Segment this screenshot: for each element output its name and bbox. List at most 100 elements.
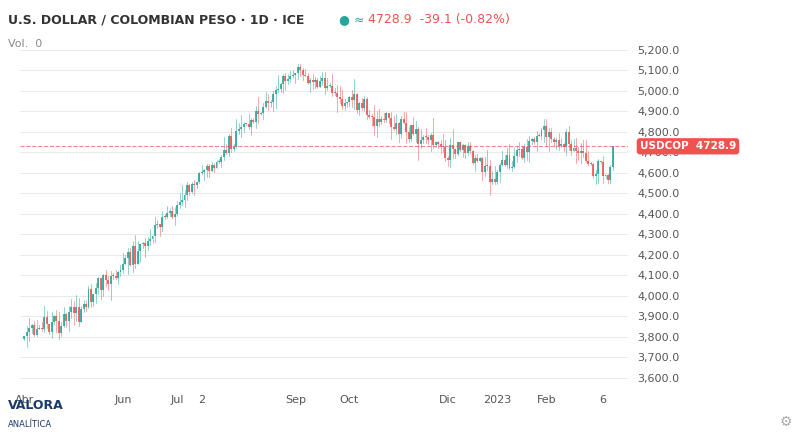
Bar (501, 159, 503, 166)
Bar (255, 111, 257, 122)
Bar (294, 74, 297, 75)
Bar (238, 130, 240, 131)
Bar (73, 307, 74, 313)
Bar (513, 155, 516, 167)
Bar (482, 158, 483, 172)
Bar (567, 132, 570, 145)
Bar (545, 126, 547, 138)
Bar (204, 170, 205, 172)
Text: 4728.9  -39.1 (-0.82%): 4728.9 -39.1 (-0.82%) (368, 13, 510, 26)
Bar (457, 142, 459, 154)
Bar (580, 151, 582, 153)
Bar (139, 244, 141, 251)
Bar (100, 279, 102, 290)
Bar (23, 336, 26, 339)
Bar (63, 314, 65, 325)
Bar (437, 142, 439, 145)
Bar (402, 119, 405, 123)
Bar (240, 127, 242, 130)
Bar (595, 174, 596, 176)
Bar (122, 264, 124, 270)
Bar (334, 92, 335, 93)
Bar (472, 151, 473, 163)
Bar (442, 146, 444, 147)
Bar (183, 195, 186, 200)
Bar (430, 135, 431, 140)
Bar (491, 179, 493, 182)
Bar (90, 290, 92, 302)
Bar (503, 159, 506, 165)
Bar (263, 107, 264, 113)
Bar (531, 139, 532, 141)
Bar (230, 136, 232, 149)
Bar (134, 246, 137, 264)
Bar (115, 276, 116, 278)
Bar (105, 275, 107, 280)
Bar (252, 120, 255, 122)
Bar (410, 125, 412, 139)
Bar (48, 324, 50, 332)
Bar (486, 165, 488, 166)
Bar (292, 75, 294, 76)
Bar (346, 102, 348, 103)
Bar (206, 166, 208, 170)
Bar (250, 120, 252, 127)
Bar (299, 67, 301, 70)
Bar (306, 76, 309, 83)
Bar (575, 148, 577, 151)
Bar (521, 149, 523, 158)
Bar (454, 149, 457, 154)
Bar (247, 124, 250, 127)
Bar (573, 148, 574, 151)
Bar (356, 94, 358, 110)
Bar (78, 307, 80, 322)
Bar (597, 161, 599, 174)
Bar (393, 127, 395, 129)
Bar (329, 85, 330, 86)
Bar (373, 117, 375, 126)
Bar (590, 163, 591, 164)
Bar (258, 111, 259, 113)
Bar (366, 99, 368, 115)
Bar (376, 119, 377, 126)
Bar (154, 225, 156, 236)
Bar (157, 224, 158, 225)
Text: Vol.  0: Vol. 0 (8, 39, 42, 49)
Bar (124, 258, 126, 264)
Bar (31, 325, 33, 328)
Bar (304, 74, 306, 76)
Bar (467, 146, 469, 153)
Bar (61, 325, 62, 333)
Bar (405, 123, 407, 132)
Bar (152, 236, 154, 239)
Bar (51, 321, 53, 332)
Bar (188, 185, 191, 192)
Bar (95, 288, 97, 294)
Bar (339, 96, 341, 99)
Bar (398, 123, 400, 134)
Bar (395, 123, 398, 129)
Bar (555, 140, 558, 142)
Bar (609, 167, 612, 180)
Bar (415, 129, 417, 134)
Bar (314, 80, 316, 82)
Bar (496, 172, 499, 182)
Bar (378, 119, 380, 122)
Bar (558, 140, 560, 146)
Bar (368, 115, 370, 117)
Bar (548, 132, 550, 138)
Bar (242, 124, 245, 127)
Bar (287, 79, 289, 81)
Bar (570, 145, 572, 151)
Bar (144, 244, 146, 246)
Bar (383, 119, 385, 120)
Bar (494, 179, 495, 182)
Bar (284, 75, 286, 81)
Bar (112, 275, 114, 276)
Bar (193, 184, 196, 185)
Bar (602, 162, 604, 176)
Bar (92, 294, 95, 302)
Bar (38, 328, 40, 329)
Bar (423, 137, 424, 140)
Bar (87, 290, 90, 307)
